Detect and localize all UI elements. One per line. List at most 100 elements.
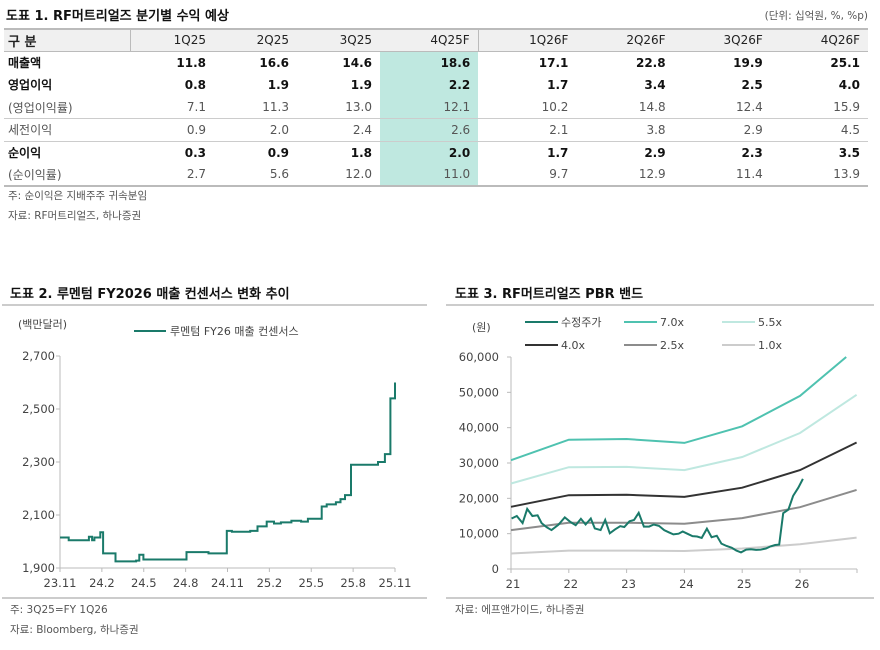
pbr-band-line bbox=[510, 356, 847, 462]
x-tick-label: 24.11 bbox=[211, 576, 244, 590]
table-source: 자료: RF머트리얼즈, 하나증권 bbox=[8, 210, 142, 222]
pbr-band-line bbox=[510, 393, 858, 485]
row-label: 세전이익 bbox=[4, 118, 130, 142]
table-cell: 4.0 bbox=[838, 77, 860, 92]
table-cell: 11.4 bbox=[673, 163, 771, 187]
table-cell: 2.9 bbox=[673, 118, 771, 142]
x-tick-label: 25.2 bbox=[257, 576, 283, 590]
y-tick-label: 2,500 bbox=[22, 402, 55, 416]
table-cell: 1.7 bbox=[547, 77, 569, 92]
x-tick-label: 25.5 bbox=[298, 576, 324, 590]
y-tick-label: 40,000 bbox=[459, 421, 499, 435]
table-cell: 0.9 bbox=[267, 145, 289, 160]
header-cell: 2Q26F bbox=[576, 28, 674, 52]
y-tick-label: 1,900 bbox=[22, 561, 55, 575]
table-cell: 3.5 bbox=[838, 145, 860, 160]
x-tick-label: 24 bbox=[679, 577, 694, 591]
table-cell: 0.9 bbox=[130, 118, 215, 142]
x-tick-label: 23 bbox=[621, 577, 636, 591]
table-cell: 3.4 bbox=[644, 77, 666, 92]
table-cell: 3.8 bbox=[576, 118, 674, 142]
table-cell: 9.7 bbox=[478, 163, 577, 187]
legend-label: 4.0x bbox=[561, 339, 585, 352]
table-cell: 2.6 bbox=[379, 118, 479, 142]
table-row: (영업이익률) 7.1 11.3 13.0 12.1 10.2 14.8 12.4 15.9 bbox=[4, 96, 868, 119]
header-cell: 3Q25 bbox=[297, 28, 380, 52]
consensus-line bbox=[60, 382, 396, 563]
legend-label: 2.5x bbox=[660, 339, 684, 352]
table-cell: 2.2 bbox=[379, 73, 479, 96]
pbr-band-line bbox=[510, 441, 858, 508]
x-tick-label: 22 bbox=[563, 577, 578, 591]
table-cell: 2.0 bbox=[214, 118, 297, 142]
y-tick-label: 10,000 bbox=[459, 527, 499, 541]
table-note: 주: 순이익은 지배주주 귀속분임 bbox=[8, 190, 148, 202]
table-cell: 2.9 bbox=[644, 145, 666, 160]
consensus-chart: 1,900 2,100 2,300 2,500 2,700 23.11 24.2 24.5 24… bbox=[18, 318, 412, 590]
x-tick-label: 21 bbox=[506, 577, 521, 591]
pbr-band-line bbox=[510, 488, 857, 532]
table-cell: 19.9 bbox=[733, 55, 763, 70]
table-cell: 4.5 bbox=[770, 118, 868, 142]
table-cell: 14.8 bbox=[576, 96, 674, 119]
table-cell: 12.4 bbox=[673, 96, 771, 119]
table-row: 매출액 11.8 16.6 14.6 18.6 17.1 22.8 19.9 25.1 bbox=[4, 51, 868, 74]
table-unit: (단위: 십억원, %, %p) bbox=[764, 10, 868, 22]
table-cell: 11.3 bbox=[214, 96, 297, 119]
price-line bbox=[511, 478, 804, 554]
table-cell: 2.5 bbox=[741, 77, 763, 92]
header-cell: 3Q26F bbox=[673, 28, 771, 52]
table-cell: 14.6 bbox=[342, 55, 372, 70]
y-tick-label: 2,100 bbox=[22, 508, 55, 522]
header-cell: 1Q25 bbox=[130, 28, 215, 52]
legend-label: 1.0x bbox=[758, 339, 782, 352]
y-tick-label: 20,000 bbox=[459, 491, 499, 505]
table-row: (순이익률) 2.7 5.6 12.0 11.0 9.7 12.9 11.4 13.9 bbox=[4, 163, 868, 187]
table-cell: 10.2 bbox=[478, 96, 577, 119]
table-title: 도표 1. RF머트리얼즈 분기별 수익 예상 bbox=[6, 9, 229, 24]
table-cell: 2.4 bbox=[297, 118, 380, 142]
table-cell: 16.6 bbox=[259, 55, 289, 70]
table-cell: 1.8 bbox=[350, 145, 372, 160]
table-header-row: 구 분 1Q25 2Q25 3Q25 4Q25F 1Q26F 2Q26F 3Q2… bbox=[4, 28, 868, 52]
table-cell: 22.8 bbox=[635, 55, 666, 70]
header-cell: 2Q25 bbox=[214, 28, 297, 52]
row-label: (순이익률) bbox=[4, 163, 130, 187]
legend-label: 수정주가 bbox=[561, 316, 601, 329]
y-tick-label: 30,000 bbox=[459, 456, 499, 470]
table-cell: 13.9 bbox=[770, 163, 868, 187]
x-tick-label: 24.8 bbox=[173, 576, 199, 590]
divider bbox=[2, 304, 427, 306]
table-cell: 2.3 bbox=[741, 145, 763, 160]
row-label: 순이익 bbox=[8, 146, 42, 160]
table-cell: 5.6 bbox=[214, 163, 297, 187]
chart3-source: 자료: 에프앤가이드, 하나증권 bbox=[455, 604, 585, 616]
table-cell: 15.9 bbox=[770, 96, 868, 119]
table-cell: 11.8 bbox=[176, 55, 207, 70]
x-tick-label: 25.11 bbox=[379, 576, 412, 590]
table-row: 순이익 0.3 0.9 1.8 2.0 1.7 2.9 2.3 3.5 bbox=[4, 141, 868, 164]
y-tick-label: 0 bbox=[492, 562, 499, 576]
table-cell: 12.0 bbox=[297, 163, 380, 187]
x-tick-label: 23.11 bbox=[44, 576, 77, 590]
legend-label: 루멘텀 FY26 매출 컨센서스 bbox=[170, 325, 299, 338]
table-cell: 0.8 bbox=[184, 77, 207, 92]
y-tick-label: 60,000 bbox=[459, 350, 499, 364]
table-cell: 2.7 bbox=[130, 163, 215, 187]
table-cell: 7.1 bbox=[130, 96, 215, 119]
chart2-title: 도표 2. 루멘텀 FY2026 매출 컨센서스 변화 추이 bbox=[10, 287, 290, 302]
header-cell: 구 분 bbox=[4, 28, 131, 52]
table-cell: 1.7 bbox=[547, 145, 569, 160]
table-cell: 13.0 bbox=[297, 96, 380, 119]
x-tick-label: 24.2 bbox=[89, 576, 115, 590]
divider bbox=[446, 597, 874, 599]
table-cell: 12.1 bbox=[379, 96, 479, 119]
table-cell: 17.1 bbox=[538, 55, 569, 70]
chart2-note: 주: 3Q25=FY 1Q26 bbox=[10, 604, 108, 616]
y-axis-unit: (원) bbox=[472, 321, 491, 334]
y-tick-label: 50,000 bbox=[459, 385, 499, 399]
pbr-band-line bbox=[510, 536, 857, 555]
table-cell: 1.9 bbox=[350, 77, 372, 92]
table-row: 세전이익 0.9 2.0 2.4 2.6 2.1 3.8 2.9 4.5 bbox=[4, 118, 868, 142]
header-cell: 1Q26F bbox=[478, 28, 577, 52]
